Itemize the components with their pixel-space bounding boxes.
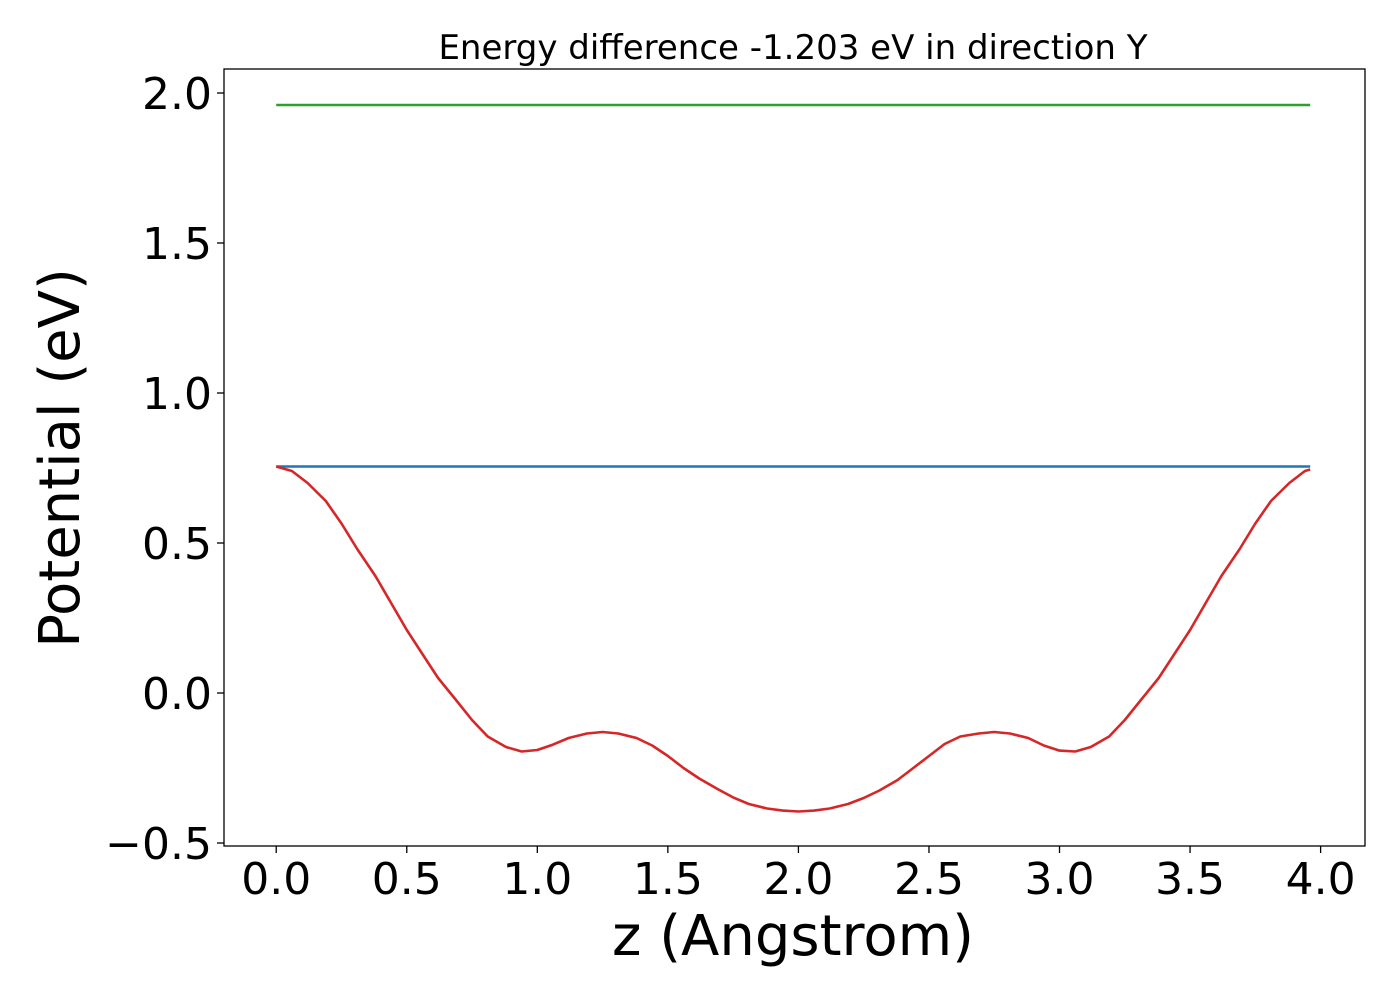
ticks-layer: 0.0 0.5 1.0 1.5 2.0 2.5 3.0 3.5 4.0 −0.5 0.0 0.5 1.0… [105, 69, 1355, 905]
x-tick-label: 1.0 [502, 854, 572, 905]
x-axis-title: z (Angstrom) [612, 904, 974, 969]
y-tick-label: 2.0 [142, 69, 212, 120]
x-tick-label: 4.0 [1286, 854, 1356, 905]
y-tick-label: 1.0 [142, 369, 212, 420]
series-line-2 [275, 465, 1311, 813]
x-tick-label: 1.5 [633, 854, 703, 905]
y-axis-title: Potential (eV) [28, 268, 93, 648]
x-tick-label: 2.5 [894, 854, 964, 905]
x-tick-label: 2.0 [763, 854, 833, 905]
chart-title: Energy difference -1.203 eV in direction… [438, 28, 1147, 68]
y-tick-label: −0.5 [105, 819, 212, 870]
x-tick-label: 3.5 [1155, 854, 1225, 905]
y-tick-label: 1.5 [142, 219, 212, 270]
x-tick-label: 0.5 [372, 854, 442, 905]
plot-frame [223, 68, 1366, 847]
x-tick-label: 0.0 [241, 854, 311, 905]
y-tick-label: 0.0 [142, 669, 212, 720]
x-tick-label: 3.0 [1025, 854, 1095, 905]
series-layer [275, 103, 1311, 813]
y-tick-label: 0.5 [142, 519, 212, 570]
